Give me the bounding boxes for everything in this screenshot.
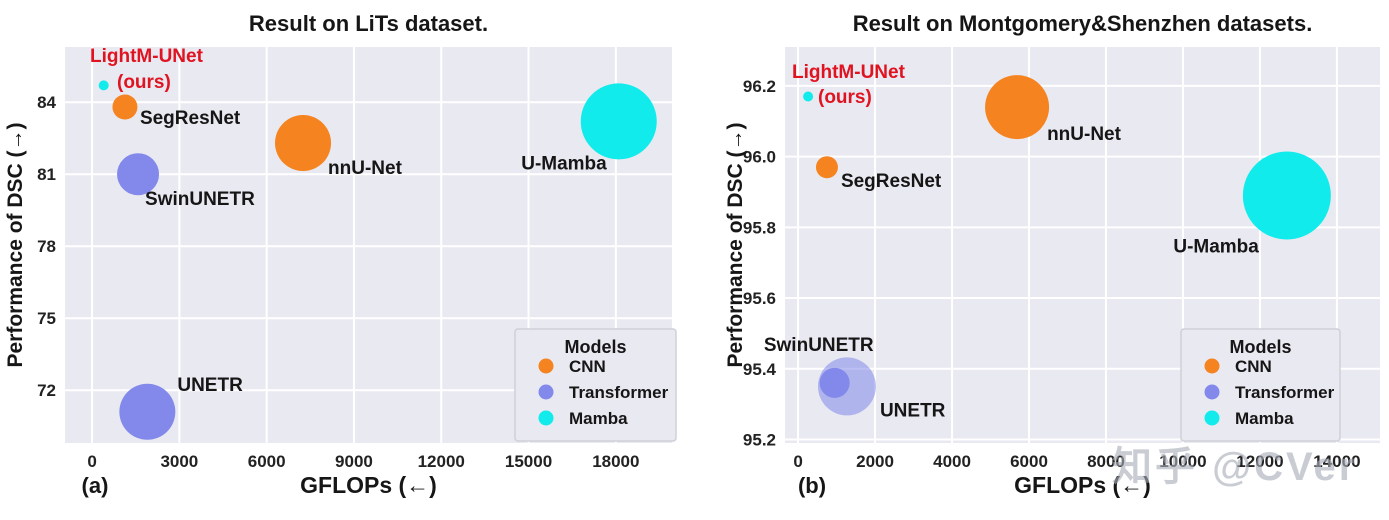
- x-tick-label: 12000: [418, 452, 465, 471]
- legend-title: Models: [1229, 337, 1291, 357]
- bubble-label-UNETR: UNETR: [177, 375, 243, 396]
- bubble-label-SegResNet: SegResNet: [841, 171, 942, 192]
- bubble-label-SwinUNETR: SwinUNETR: [145, 189, 255, 210]
- bubble-LightM-UNet: [98, 80, 109, 91]
- legend-label-transformer: Transformer: [569, 383, 669, 402]
- bubble-LightM-UNet: [803, 91, 814, 102]
- x-tick-label: 0: [87, 452, 96, 471]
- x-tick-label: 9000: [335, 452, 373, 471]
- bubble-SegResNet: [112, 94, 138, 120]
- y-tick-label: 96.0: [743, 148, 776, 167]
- annotation: LightM-UNet: [792, 62, 906, 83]
- x-axis-label: GFLOPs (←): [300, 472, 437, 498]
- x-tick-label: 8000: [1087, 452, 1125, 471]
- chart-title: Result on LiTs dataset.: [249, 11, 488, 36]
- bubble-nnU-Net: [275, 115, 332, 171]
- x-tick-label: 10000: [1159, 452, 1206, 471]
- y-tick-label: 95.8: [743, 218, 776, 237]
- x-tick-label: 3000: [160, 452, 198, 471]
- y-tick-label: 75: [37, 309, 56, 328]
- x-tick-label: 0: [793, 452, 802, 471]
- legend-box: [514, 328, 677, 442]
- chart-lits: 0 3000 6000 9000 12000 15000 18000 72 75 78 81 84 Re…: [4, 11, 677, 498]
- bubble-label-nnU-Net: nnU-Net: [1047, 124, 1122, 145]
- x-tick-label: 12000: [1236, 452, 1283, 471]
- legend-label-cnn: CNN: [569, 357, 606, 376]
- annotation: (ours): [117, 72, 171, 93]
- x-tick-label: 18000: [592, 452, 639, 471]
- legend-marker-transformer: [538, 384, 554, 400]
- x-tick-label: 2000: [856, 452, 894, 471]
- bubble-SwinUNETR: [117, 153, 160, 196]
- bubble-label-nnU-Net: nnU-Net: [328, 158, 403, 179]
- legend-label-cnn: CNN: [1235, 357, 1272, 376]
- x-axis-label: GFLOPs (←): [1014, 472, 1151, 498]
- bubble-nnU-Net: [985, 75, 1050, 140]
- y-tick-label: 96.2: [743, 77, 776, 96]
- legend-marker-mamba: [538, 410, 554, 426]
- annotation: (ours): [818, 87, 872, 108]
- legend-label-transformer: Transformer: [1235, 383, 1335, 402]
- chart-title: Result on Montgomery&Shenzhen datasets.: [853, 11, 1313, 36]
- bubble-U-Mamba: [580, 83, 657, 160]
- bubble-U-Mamba: [1242, 151, 1331, 240]
- y-tick-label: 95.6: [743, 289, 776, 308]
- y-tick-label: 72: [37, 381, 56, 400]
- legend-label-mamba: Mamba: [569, 409, 628, 428]
- bubble-label-U-Mamba: U-Mamba: [1173, 237, 1259, 258]
- legend-title: Models: [564, 337, 626, 357]
- x-tick-label: 6000: [1010, 452, 1048, 471]
- legend-box: [1180, 328, 1341, 442]
- legend-marker-transformer: [1204, 384, 1220, 400]
- x-tick-label: 14000: [1313, 452, 1360, 471]
- legend-marker-cnn: [538, 358, 554, 374]
- y-axis-label: Performance of DSC (→): [724, 122, 747, 367]
- chart-montgomery-shenzhen: 0 2000 4000 6000 8000 10000 12000 14000 95.2 95.4…: [724, 11, 1380, 498]
- y-tick-label: 95.4: [743, 360, 777, 379]
- bubble-SwinUNETR: [819, 367, 850, 398]
- bubble-label-UNETR: UNETR: [880, 400, 946, 421]
- y-axis-label: Performance of DSC (→): [4, 122, 27, 367]
- y-tick-label: 95.2: [743, 430, 776, 449]
- legend-label-mamba: Mamba: [1235, 409, 1294, 428]
- bubble-label-SegResNet: SegResNet: [140, 108, 241, 129]
- y-tick-label: 84: [37, 93, 56, 112]
- legend-marker-cnn: [1204, 358, 1220, 374]
- y-tick-label: 81: [37, 165, 56, 184]
- x-tick-label: 4000: [933, 452, 971, 471]
- annotation: LightM-UNet: [90, 46, 204, 67]
- bubble-SegResNet: [815, 156, 838, 179]
- panel-label: (b): [798, 473, 826, 498]
- legend-marker-mamba: [1204, 410, 1220, 426]
- bubble-label-SwinUNETR: SwinUNETR: [764, 335, 874, 356]
- panel-label: (a): [82, 473, 109, 498]
- x-tick-label: 15000: [505, 452, 552, 471]
- x-tick-label: 6000: [248, 452, 286, 471]
- bubble-label-U-Mamba: U-Mamba: [521, 153, 607, 174]
- y-tick-label: 78: [37, 237, 56, 256]
- bubble-UNETR: [119, 383, 176, 440]
